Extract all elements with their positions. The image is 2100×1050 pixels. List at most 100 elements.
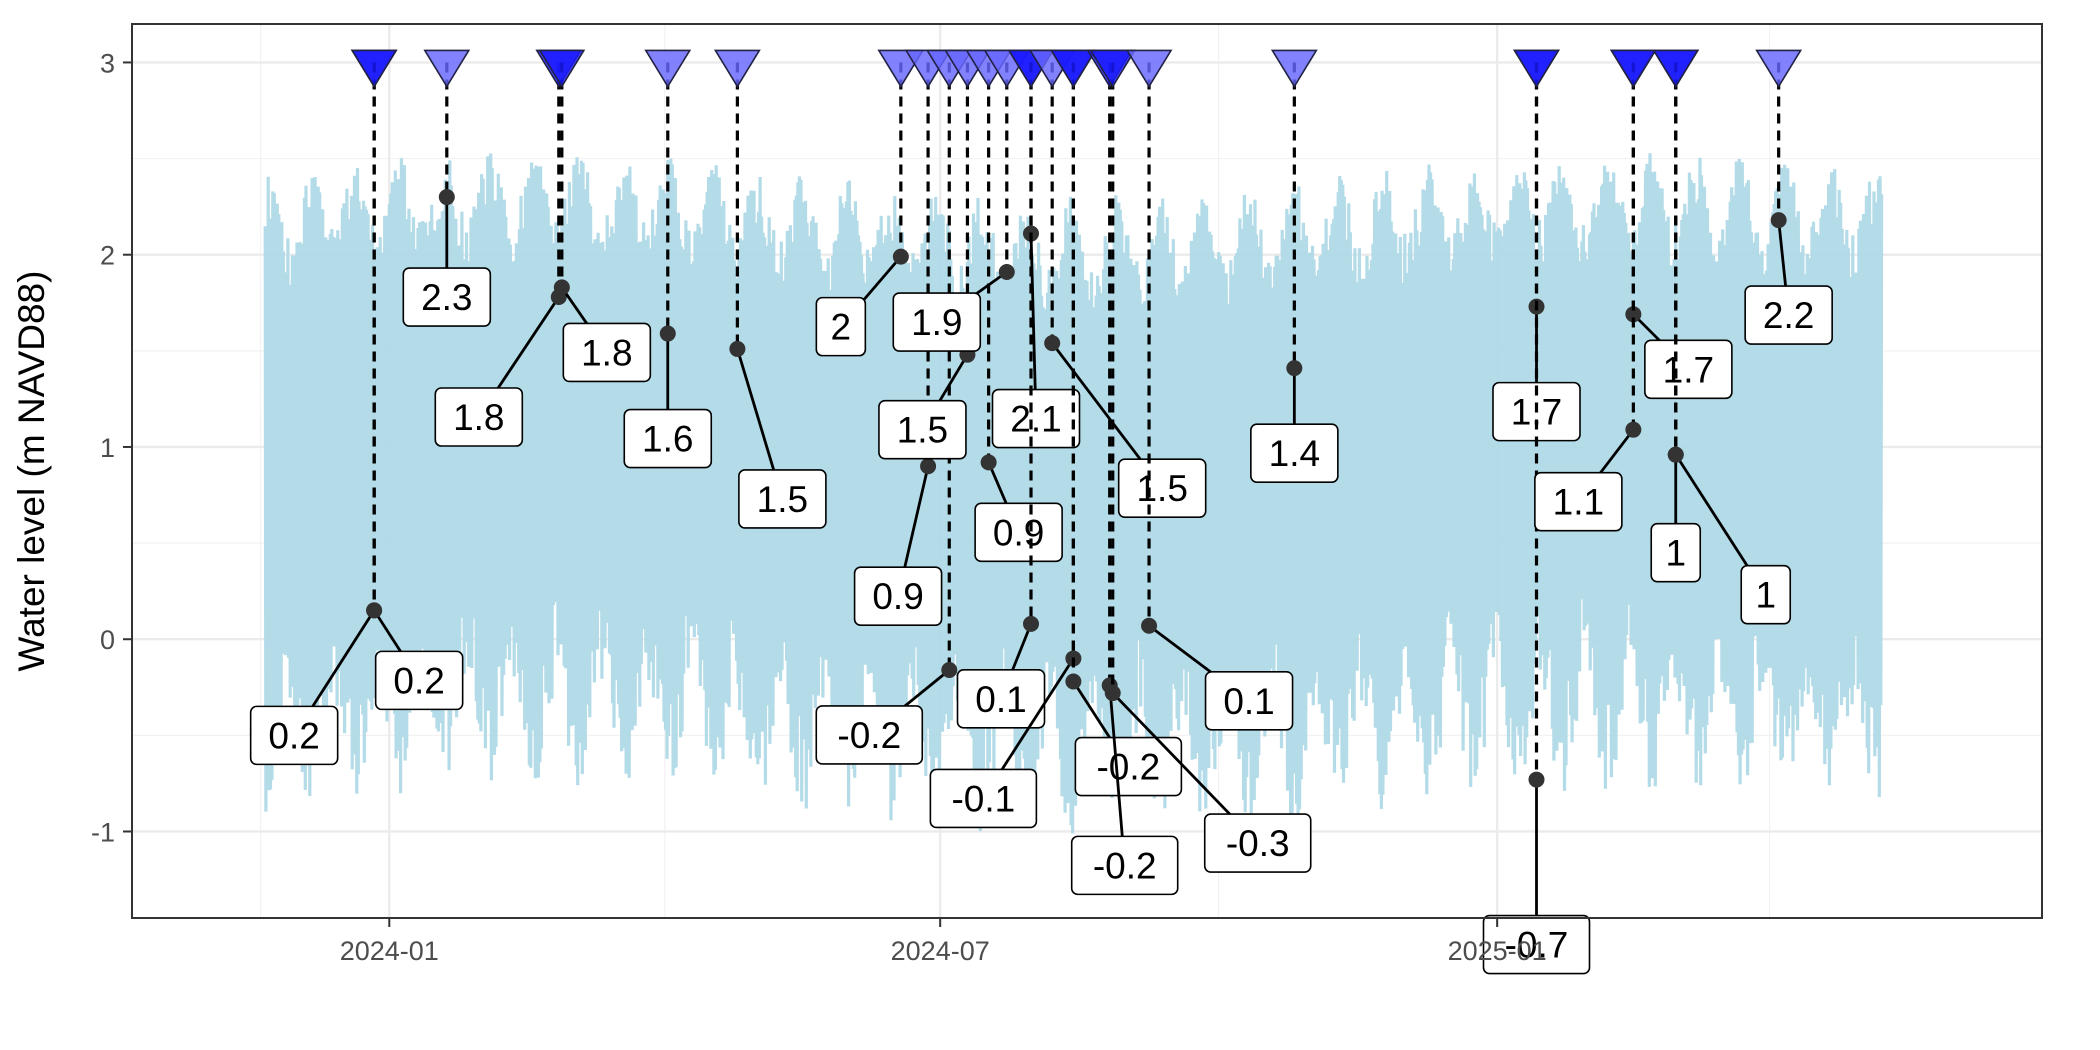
event-triangle-marker — [538, 49, 586, 88]
plot-panel-border — [131, 23, 2043, 919]
callout-label: 1 — [1665, 533, 1686, 574]
callout-box — [1070, 835, 1179, 896]
callout-label: 1.4 — [1269, 433, 1320, 474]
y-tick-label: 0 — [100, 625, 115, 655]
event-25: 1.1 — [1534, 49, 1657, 532]
event-triangle-marker — [713, 49, 761, 88]
callout-box — [434, 387, 524, 447]
event-point — [1044, 335, 1061, 352]
event-28: 2.2 — [1744, 49, 1833, 345]
event-point — [920, 458, 937, 475]
event-point — [553, 279, 570, 296]
callout-box — [892, 292, 982, 352]
callout-label: 1.7 — [1663, 349, 1714, 390]
event-4: 1.8 — [538, 49, 652, 383]
callout-label: -0.3 — [1226, 823, 1290, 864]
event-15: 1.5 — [1028, 49, 1207, 518]
x-tick-label: 2024-01 — [340, 936, 439, 966]
event-21: 1.4 — [1250, 49, 1339, 483]
callout-box — [374, 650, 464, 711]
event-1: 0.2 — [350, 49, 464, 711]
callout-box — [815, 705, 924, 765]
event-point — [366, 602, 383, 619]
callout-label: -0.1 — [951, 778, 1015, 819]
event-point — [980, 454, 997, 471]
callout-box — [562, 322, 652, 383]
callout-box — [991, 388, 1081, 449]
callout-label: 1.5 — [1136, 468, 1187, 509]
event-point — [1667, 446, 1684, 463]
event-27: 1 — [1652, 49, 1792, 625]
callout-box — [878, 399, 967, 460]
event-point — [892, 248, 909, 265]
event-point — [941, 661, 958, 678]
y-tick-label: 2 — [100, 241, 115, 271]
callout-label: 0.2 — [268, 715, 319, 756]
callout-label: 2.3 — [421, 277, 472, 318]
callout-label: 1.8 — [453, 397, 504, 438]
event-triangle-marker — [350, 49, 398, 88]
event-point — [1770, 212, 1787, 229]
event-point — [1141, 617, 1158, 634]
callout-label: 0.9 — [993, 512, 1044, 553]
event-8: 0.9 — [853, 49, 952, 626]
callout-box — [853, 566, 943, 626]
callout-label: 0.1 — [975, 679, 1026, 720]
callout-label: 1.9 — [911, 302, 962, 343]
y-tick-label: 1 — [100, 433, 115, 463]
callout-box — [249, 705, 339, 766]
callout-box — [815, 296, 867, 357]
callout-box — [1074, 736, 1183, 797]
callout-label: -0.7 — [1505, 925, 1569, 966]
event-2: 2.3 — [402, 49, 492, 327]
event-20: 0.1 — [1125, 49, 1294, 731]
event-triangle-marker — [1609, 49, 1657, 88]
event-markers: 0.2 0.2 2.3 1.8 1.8 1.6 1.5 2 0.9 -0.2 1.5 0.9 1.9 2.… — [249, 49, 1833, 975]
callout-label: 1.5 — [897, 410, 948, 451]
callout-box — [1204, 670, 1294, 731]
event-9: -0.2 — [815, 49, 973, 765]
event-point — [1065, 673, 1082, 690]
callout-box — [1644, 339, 1733, 400]
event-17: -0.2 — [1049, 49, 1183, 797]
callout-label: -0.2 — [837, 715, 901, 756]
event-point — [1286, 360, 1303, 377]
callout-label: 1 — [1755, 575, 1776, 616]
callout-box — [402, 267, 492, 327]
y-axis-title: Water level (m NAVD88) — [11, 271, 52, 672]
callout-box — [929, 768, 1038, 829]
callout-label: 0.9 — [872, 576, 923, 617]
axes: -1 0 1 2 3 2024-01 2024-07 2025-01 — [91, 48, 1547, 966]
event-triangle-marker — [1049, 49, 1097, 88]
event-triangle-marker — [1513, 49, 1560, 88]
event-11: 0.9 — [965, 49, 1063, 563]
callout-label: 1.8 — [581, 332, 632, 373]
callout-label: 2.1 — [1010, 399, 1061, 440]
callout-box — [956, 669, 1046, 729]
event-triangle-marker — [1755, 49, 1803, 88]
event-6: 1.5 — [713, 49, 827, 529]
event-triangle-marker — [644, 49, 692, 88]
callout-label: 1.5 — [757, 479, 808, 520]
y-tick-label: -1 — [91, 817, 115, 847]
callout-box — [1650, 522, 1702, 583]
callout-box — [1117, 458, 1207, 518]
event-12: 1.9 — [892, 49, 1031, 352]
callout-box — [1534, 471, 1623, 532]
event-23: -0.7 — [1482, 49, 1591, 975]
callout-label: 0.2 — [393, 660, 444, 701]
callout-label: 2.2 — [1763, 295, 1814, 336]
callout-box — [623, 408, 713, 469]
callout-box — [1740, 564, 1792, 625]
callout-box — [1250, 423, 1339, 483]
event-triangle-marker — [1125, 49, 1173, 88]
callout-label: 0.1 — [1223, 681, 1274, 722]
event-19: -0.3 — [1089, 49, 1312, 873]
event-point — [1023, 615, 1040, 632]
callout-connector — [1029, 233, 1038, 419]
callout-box — [974, 502, 1063, 563]
event-triangle-marker — [1270, 49, 1318, 88]
x-tick-label: 2024-07 — [891, 936, 990, 966]
event-triangle-marker — [1652, 49, 1700, 88]
